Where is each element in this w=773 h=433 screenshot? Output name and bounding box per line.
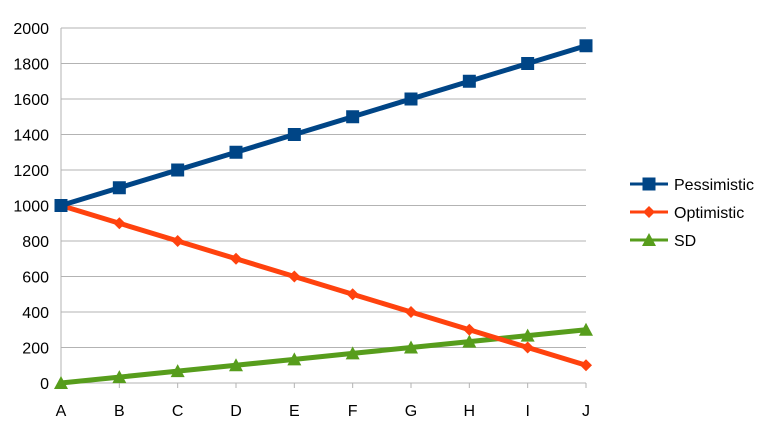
- grid-layer: [61, 27, 586, 384]
- data-point-sd-J: [579, 322, 593, 336]
- x-tick-label: I: [525, 403, 529, 420]
- legend-label: Pessimistic: [674, 177, 754, 194]
- x-tick-label: A: [56, 403, 67, 420]
- y-tick-label: 0: [40, 376, 49, 393]
- data-point-sd-E: [287, 352, 302, 366]
- legend-item-sd: SD: [630, 233, 696, 250]
- data-point-pessimistic-B: [112, 181, 126, 195]
- series-pessimistic: [54, 39, 593, 212]
- data-point-pessimistic-A: [54, 199, 68, 212]
- data-point-optimistic-E: [288, 270, 301, 283]
- data-point-sd-B: [112, 370, 127, 384]
- x-tick-label: F: [348, 403, 358, 420]
- y-tick-label: 1200: [13, 163, 49, 180]
- y-tick-label: 600: [22, 270, 49, 287]
- data-point-sd-A: [54, 376, 68, 389]
- data-point-sd-I: [520, 328, 535, 342]
- legend-swatch-marker: [642, 177, 656, 191]
- series-line-sd: [60, 327, 587, 386]
- x-tick-label: J: [582, 403, 590, 420]
- data-point-sd-C: [170, 364, 185, 378]
- x-tick-label: C: [172, 403, 184, 420]
- series-sd: [54, 322, 593, 389]
- series-line-pessimistic: [60, 43, 587, 208]
- data-point-sd-H: [462, 334, 477, 348]
- y-tick-label: 1600: [13, 92, 49, 109]
- y-tick-label: 1400: [13, 128, 49, 145]
- data-point-optimistic-C: [171, 235, 184, 247]
- data-point-pessimistic-J: [579, 39, 593, 53]
- legend: Pessimistic Optimistic SD: [630, 177, 754, 250]
- y-tick-label: 2000: [13, 21, 49, 38]
- y-tick-label: 1000: [13, 199, 49, 216]
- axis-layer: 0 200 400 600 800 1000 1200 1400 1600 1800 2000 A B C…: [13, 21, 590, 420]
- legend-swatch-marker: [642, 233, 656, 246]
- data-point-sd-D: [229, 358, 243, 372]
- x-tick-label: B: [114, 403, 125, 420]
- data-point-optimistic-G: [405, 306, 417, 318]
- data-point-pessimistic-E: [287, 128, 301, 141]
- data-point-pessimistic-D: [229, 145, 243, 159]
- data-point-optimistic-I: [521, 341, 534, 354]
- y-tick-label: 200: [22, 341, 49, 358]
- data-point-pessimistic-C: [171, 163, 185, 177]
- legend-label: SD: [674, 233, 696, 250]
- y-tick-label: 400: [22, 305, 49, 322]
- data-point-optimistic-B: [113, 217, 126, 230]
- data-point-pessimistic-H: [462, 74, 476, 88]
- legend-swatch-marker: [643, 206, 655, 218]
- x-tick-label: D: [230, 403, 242, 420]
- series-optimistic: [55, 199, 592, 372]
- y-tick-label: 800: [22, 234, 49, 251]
- data-point-pessimistic-G: [404, 92, 418, 106]
- data-point-optimistic-D: [230, 252, 242, 265]
- legend-item-optimistic: Optimistic: [630, 205, 744, 222]
- series-layer: [54, 39, 593, 389]
- series-line-optimistic: [60, 203, 587, 368]
- x-tick-label: G: [405, 403, 417, 420]
- legend-label: Optimistic: [674, 205, 744, 222]
- data-point-optimistic-H: [463, 323, 476, 336]
- legend-item-pessimistic: Pessimistic: [630, 177, 754, 194]
- data-point-sd-F: [345, 346, 360, 360]
- x-tick-label: E: [289, 403, 300, 420]
- data-point-optimistic-J: [580, 359, 592, 372]
- data-point-optimistic-F: [346, 288, 359, 301]
- y-tick-label: 1800: [13, 57, 49, 74]
- x-tick-label: H: [464, 403, 476, 420]
- data-point-pessimistic-F: [346, 110, 360, 124]
- data-point-pessimistic-I: [521, 57, 535, 70]
- data-point-sd-G: [404, 340, 418, 354]
